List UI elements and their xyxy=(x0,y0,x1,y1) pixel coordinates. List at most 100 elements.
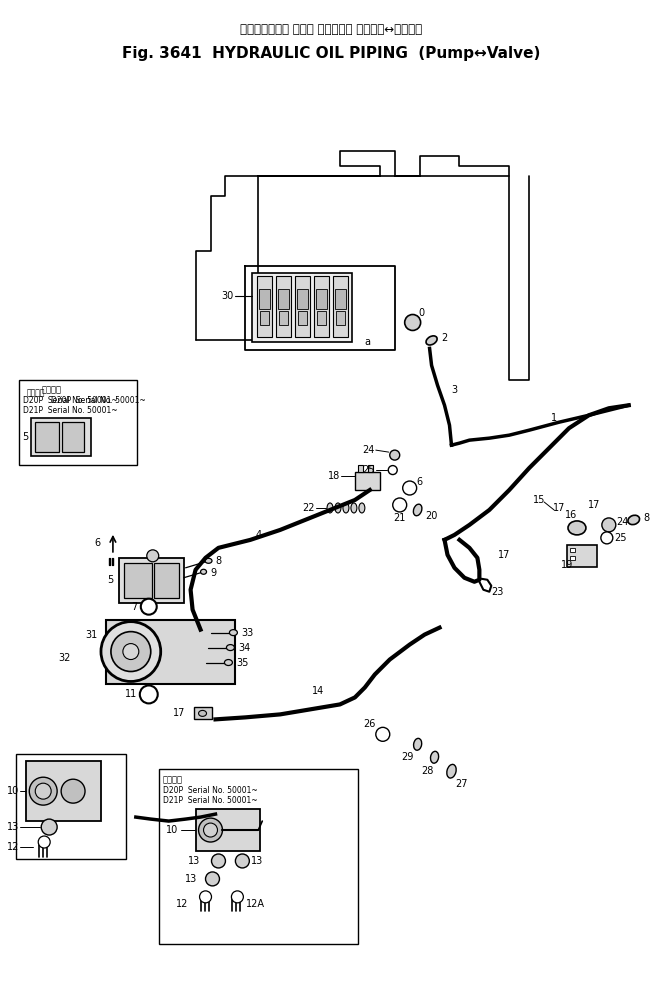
Circle shape xyxy=(147,550,159,562)
Text: 17: 17 xyxy=(498,550,510,560)
Bar xyxy=(570,548,575,552)
Text: 12: 12 xyxy=(7,842,19,852)
Bar xyxy=(298,311,307,325)
Bar xyxy=(26,762,101,821)
Text: 7: 7 xyxy=(130,601,137,611)
Text: 24: 24 xyxy=(362,445,375,455)
Text: D21P  Serial No. 50001~: D21P Serial No. 50001~ xyxy=(163,796,258,805)
Text: 1: 1 xyxy=(551,413,557,423)
Text: 21: 21 xyxy=(393,513,406,523)
Circle shape xyxy=(376,727,390,742)
Bar xyxy=(279,311,288,325)
Ellipse shape xyxy=(351,503,357,513)
Bar xyxy=(124,563,152,597)
Text: 13: 13 xyxy=(188,855,201,866)
Text: Fig. 3641  HYDRAULIC OIL PIPING  (Pump↔Valve): Fig. 3641 HYDRAULIC OIL PIPING (Pump↔Val… xyxy=(122,45,540,60)
Text: 27: 27 xyxy=(455,779,467,789)
Circle shape xyxy=(35,783,51,799)
Bar xyxy=(35,422,59,452)
Text: 33: 33 xyxy=(241,628,254,638)
Text: 13: 13 xyxy=(251,855,263,866)
Bar xyxy=(252,273,352,342)
Ellipse shape xyxy=(343,503,349,513)
Text: 25: 25 xyxy=(362,465,375,475)
Bar xyxy=(567,545,597,567)
Text: 28: 28 xyxy=(422,766,434,776)
Bar xyxy=(333,276,348,337)
Text: 5: 5 xyxy=(108,575,114,584)
Circle shape xyxy=(199,891,211,903)
Text: 13: 13 xyxy=(7,822,19,832)
Circle shape xyxy=(211,854,226,868)
Text: 0: 0 xyxy=(418,308,425,317)
Text: 26: 26 xyxy=(363,719,376,729)
Circle shape xyxy=(38,836,50,848)
Text: 19: 19 xyxy=(561,560,573,570)
Text: 9: 9 xyxy=(211,568,216,578)
Bar xyxy=(195,809,260,851)
Bar xyxy=(335,289,346,309)
Circle shape xyxy=(402,481,416,495)
Text: 6: 6 xyxy=(94,538,100,548)
Bar xyxy=(260,289,270,309)
Circle shape xyxy=(601,532,613,544)
Bar xyxy=(106,620,236,684)
Circle shape xyxy=(393,498,406,512)
Text: 20: 20 xyxy=(426,511,438,521)
Circle shape xyxy=(205,872,220,886)
Text: 23: 23 xyxy=(491,586,504,596)
Bar xyxy=(336,311,345,325)
Circle shape xyxy=(111,632,151,672)
Text: 適用番号: 適用番号 xyxy=(41,386,61,395)
Bar xyxy=(154,563,179,597)
Bar xyxy=(260,311,269,325)
Bar xyxy=(159,769,358,944)
Bar xyxy=(17,755,126,859)
Text: 13: 13 xyxy=(185,874,197,884)
Text: 5: 5 xyxy=(22,432,28,442)
Bar xyxy=(119,558,183,602)
Bar xyxy=(19,381,137,465)
Ellipse shape xyxy=(201,570,207,575)
Text: 16: 16 xyxy=(565,510,577,520)
Text: 17: 17 xyxy=(173,708,185,718)
Ellipse shape xyxy=(205,559,212,564)
Text: 8: 8 xyxy=(643,513,649,523)
Bar xyxy=(276,276,291,337)
Text: 14: 14 xyxy=(312,686,324,696)
Bar xyxy=(258,276,272,337)
Text: 6: 6 xyxy=(416,477,423,487)
Circle shape xyxy=(61,779,85,803)
Bar xyxy=(316,289,327,309)
Ellipse shape xyxy=(568,521,586,535)
Ellipse shape xyxy=(413,504,422,515)
Ellipse shape xyxy=(327,503,333,513)
Circle shape xyxy=(602,518,616,532)
Text: 25: 25 xyxy=(614,533,627,543)
Bar xyxy=(297,289,308,309)
Ellipse shape xyxy=(226,645,234,651)
Text: 30: 30 xyxy=(221,291,234,301)
Text: 12: 12 xyxy=(176,899,189,909)
Ellipse shape xyxy=(628,515,639,524)
Text: 17: 17 xyxy=(553,503,565,513)
Bar xyxy=(31,418,91,456)
Text: 18: 18 xyxy=(328,471,340,481)
Circle shape xyxy=(29,777,57,805)
Text: D20P  Serial No. 50001~: D20P Serial No. 50001~ xyxy=(23,396,118,405)
Text: 31: 31 xyxy=(86,630,98,640)
Text: 24: 24 xyxy=(616,517,629,527)
Text: 11: 11 xyxy=(124,689,137,699)
Bar xyxy=(193,707,211,719)
Bar xyxy=(570,556,575,560)
Text: 4: 4 xyxy=(256,530,261,540)
Circle shape xyxy=(232,891,244,903)
Text: D21P  Serial No. 50001~: D21P Serial No. 50001~ xyxy=(23,405,118,414)
Bar xyxy=(368,465,373,472)
Ellipse shape xyxy=(430,752,439,764)
Text: 22: 22 xyxy=(303,503,315,513)
Bar xyxy=(314,276,329,337)
Circle shape xyxy=(41,819,57,835)
Text: 適用番号: 適用番号 xyxy=(163,775,183,784)
Bar xyxy=(317,311,326,325)
